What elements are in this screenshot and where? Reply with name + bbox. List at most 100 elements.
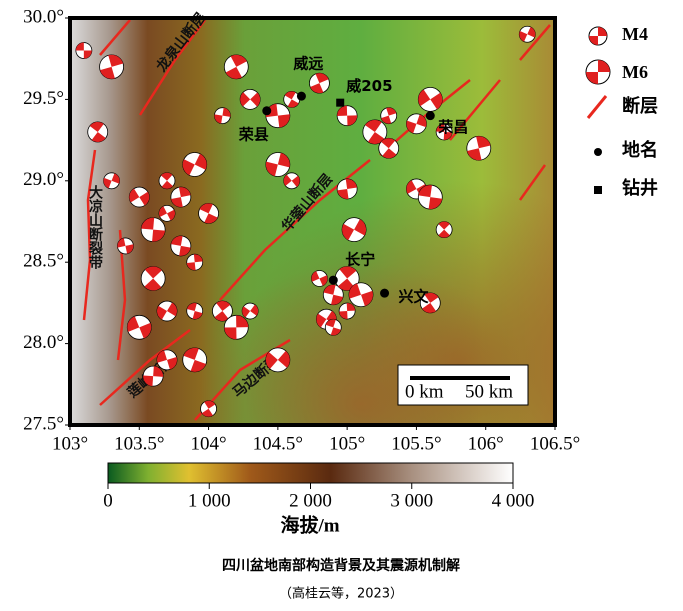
focal-mechanism xyxy=(466,135,492,161)
focal-mechanism xyxy=(126,314,152,340)
beachball-quadrant xyxy=(236,315,249,328)
focal-mechanism xyxy=(182,347,208,373)
beachball-quadrant xyxy=(127,316,140,332)
focal-mechanism xyxy=(156,300,178,322)
focal-mechanism xyxy=(170,235,192,257)
caption-source: （高桂云等，2023） xyxy=(279,586,403,602)
beachball-quadrant xyxy=(476,136,491,149)
beachball-quadrant xyxy=(161,172,173,181)
x-tick-label: 103° xyxy=(52,433,88,454)
place-dot xyxy=(425,111,435,121)
focal-mechanism xyxy=(336,105,358,127)
beachball-quadrant xyxy=(291,175,300,188)
y-tick-label: 28.5° xyxy=(23,251,64,272)
colorbar-tick-label: 4 000 xyxy=(492,490,535,511)
focal-mechanism xyxy=(223,54,249,80)
beachball-quadrant xyxy=(125,244,134,254)
beachball-quadrant xyxy=(339,266,357,279)
beachball-quadrant xyxy=(143,375,154,387)
focal-mechanism xyxy=(239,89,261,110)
beachball-quadrant xyxy=(361,290,373,307)
colorbar-tick-label: 3 000 xyxy=(390,490,433,511)
x-tick-label: 106° xyxy=(468,433,504,454)
beachball-quadrant xyxy=(265,352,278,369)
focal-mechanism xyxy=(156,349,178,371)
beachball-quadrant xyxy=(171,197,183,208)
beachball-quadrant xyxy=(349,283,361,299)
beachball-quadrant xyxy=(424,292,439,303)
beachball-quadrant xyxy=(183,347,199,360)
focal-mechanism xyxy=(380,107,398,125)
beachball-quadrant xyxy=(139,191,150,206)
beachball-quadrant xyxy=(315,73,329,84)
beachball-quadrant xyxy=(330,327,341,336)
beachball-quadrant xyxy=(152,229,166,242)
focal-mechanism xyxy=(362,119,388,145)
colorbar-label: 海拔/m xyxy=(280,513,339,536)
scale-label: 50 km xyxy=(465,381,513,402)
beachball-quadrant xyxy=(214,311,229,322)
focal-mechanism xyxy=(87,121,109,143)
focal-mechanism xyxy=(186,302,204,320)
place-label: 兴文 xyxy=(399,288,430,306)
focal-mechanism xyxy=(198,202,219,224)
beachball-quadrant xyxy=(345,178,358,189)
beachball-quadrant xyxy=(527,26,536,38)
colorbar-tick-label: 0 xyxy=(103,490,113,511)
beachball-quadrant xyxy=(319,275,328,286)
focal-mechanism xyxy=(200,400,217,418)
focal-mechanism xyxy=(518,25,536,43)
beachball-quadrant xyxy=(342,223,355,241)
beachball-quadrant xyxy=(108,54,124,67)
beachball-quadrant xyxy=(438,229,450,238)
beachball-quadrant xyxy=(204,400,216,409)
focal-mechanism xyxy=(435,123,453,141)
beachball-quadrant xyxy=(144,266,162,279)
beachball-quadrant xyxy=(265,161,278,177)
beachball-quadrant xyxy=(382,148,397,159)
beachball-quadrant xyxy=(277,350,290,368)
beachball-quadrant xyxy=(311,271,320,282)
focal-mechanism xyxy=(265,347,291,373)
beachball-quadrant xyxy=(337,278,355,291)
beachball-quadrant xyxy=(436,123,445,132)
focal-mechanism xyxy=(158,172,176,190)
beachball-quadrant xyxy=(418,89,431,107)
focal-mechanism xyxy=(140,266,166,291)
beachball-quadrant xyxy=(443,131,453,140)
beachball-quadrant xyxy=(159,206,167,217)
beachball-quadrant xyxy=(287,99,299,108)
beachball-quadrant xyxy=(214,114,223,124)
beachball-quadrant xyxy=(117,238,126,248)
beachball-quadrant xyxy=(519,31,528,42)
y-tick-label: 29.0° xyxy=(23,169,64,190)
colorbar-tick-label: 2 000 xyxy=(289,490,332,511)
beachball-quadrant xyxy=(331,294,344,305)
fault-label: 大凉山断裂带 xyxy=(87,184,104,270)
beachball-quadrant xyxy=(225,66,242,79)
focal-mechanism xyxy=(214,107,231,125)
beachball-quadrant xyxy=(139,322,152,339)
y-tick-label: 27.5° xyxy=(23,413,64,434)
y-tick-label: 28.0° xyxy=(23,332,64,353)
focal-mechanism xyxy=(348,282,374,308)
beachball-quadrant xyxy=(201,408,213,417)
place-dot xyxy=(262,106,272,116)
beachball-quadrant xyxy=(438,221,450,230)
legend-label: 地名 xyxy=(622,139,658,160)
beachball-quadrant xyxy=(277,114,290,128)
focal-mechanism xyxy=(324,318,342,336)
beachball-quadrant xyxy=(428,197,443,210)
beachball-quadrant xyxy=(283,174,292,186)
beachball-quadrant xyxy=(193,254,203,263)
beachball-quadrant xyxy=(316,313,327,328)
beachball-quadrant xyxy=(179,245,191,256)
focal-mechanism xyxy=(265,152,291,177)
beachball-quadrant xyxy=(310,83,324,94)
focal-mechanism xyxy=(142,365,164,387)
beachball-quadrant xyxy=(250,92,261,107)
y-tick-label: 29.5° xyxy=(23,88,64,109)
focal-mechanism xyxy=(417,87,443,112)
x-tick-label: 104° xyxy=(191,433,227,454)
